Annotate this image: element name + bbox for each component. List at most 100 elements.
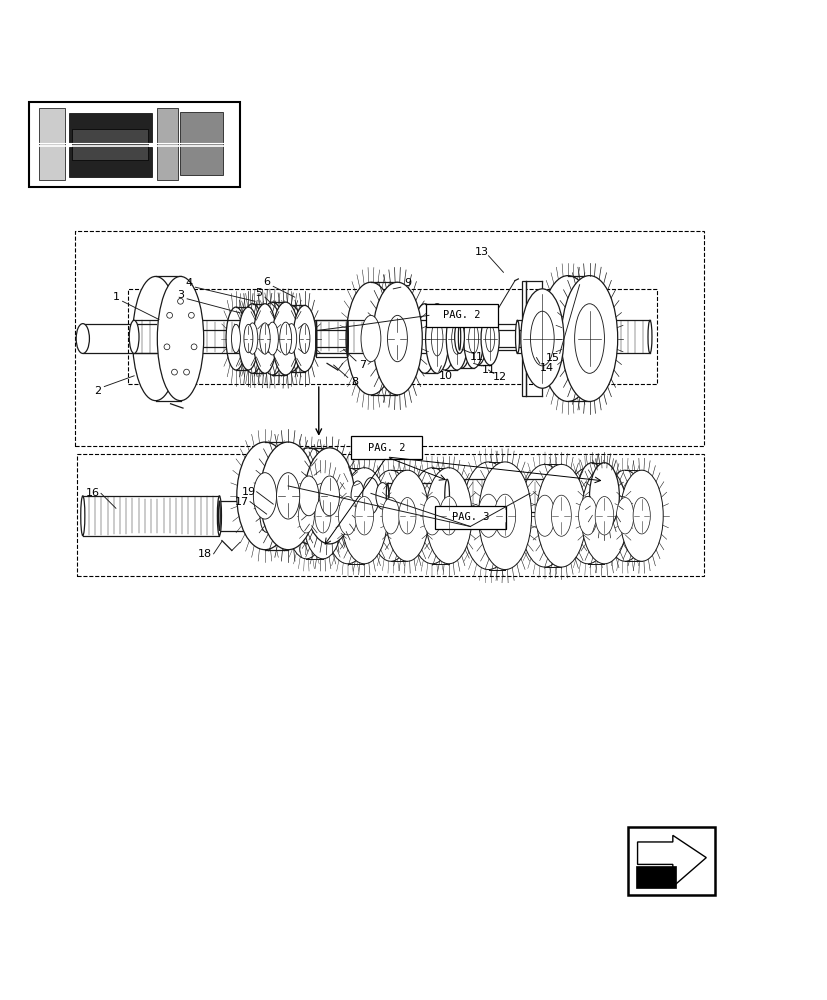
Text: 17: 17 [234, 497, 249, 507]
Ellipse shape [382, 498, 399, 534]
Ellipse shape [454, 320, 464, 353]
Ellipse shape [494, 494, 515, 537]
Ellipse shape [237, 442, 293, 550]
Ellipse shape [648, 320, 651, 353]
Text: 6: 6 [263, 277, 270, 287]
Ellipse shape [286, 473, 326, 559]
Ellipse shape [259, 302, 285, 375]
FancyBboxPatch shape [351, 436, 422, 459]
Ellipse shape [346, 282, 395, 395]
Ellipse shape [385, 470, 428, 561]
Bar [157, 108, 178, 180]
Ellipse shape [578, 497, 596, 535]
Ellipse shape [355, 497, 373, 535]
Ellipse shape [534, 495, 554, 536]
Text: 4: 4 [185, 278, 192, 288]
Text: 3: 3 [177, 290, 184, 300]
Bar [179, 112, 222, 175]
Ellipse shape [446, 307, 467, 370]
Ellipse shape [286, 324, 296, 353]
Ellipse shape [274, 501, 285, 531]
Ellipse shape [515, 320, 519, 353]
Text: 10: 10 [438, 371, 452, 381]
Text: PAG. 2: PAG. 2 [367, 443, 405, 453]
Ellipse shape [480, 312, 499, 365]
Ellipse shape [319, 476, 339, 516]
Ellipse shape [458, 324, 460, 350]
Text: 1: 1 [112, 292, 119, 302]
Ellipse shape [520, 289, 563, 388]
Ellipse shape [247, 323, 257, 354]
Ellipse shape [574, 304, 604, 373]
Bar [39, 108, 65, 180]
Ellipse shape [551, 495, 571, 536]
Ellipse shape [260, 442, 316, 550]
Ellipse shape [238, 307, 258, 370]
Ellipse shape [324, 468, 370, 564]
Ellipse shape [451, 309, 471, 368]
Ellipse shape [603, 470, 646, 561]
Text: 8: 8 [351, 377, 357, 387]
Ellipse shape [386, 483, 388, 508]
Text: 13: 13 [475, 247, 488, 257]
Ellipse shape [633, 498, 649, 534]
Bar [521, 281, 525, 396]
Ellipse shape [516, 324, 518, 350]
Text: PAG. 2: PAG. 2 [442, 310, 480, 320]
Ellipse shape [519, 464, 569, 567]
Ellipse shape [361, 315, 380, 362]
Ellipse shape [576, 463, 606, 529]
Ellipse shape [581, 468, 627, 564]
Ellipse shape [315, 320, 317, 357]
Ellipse shape [463, 309, 483, 368]
Ellipse shape [226, 307, 246, 370]
Ellipse shape [157, 276, 203, 401]
Ellipse shape [253, 473, 276, 519]
Ellipse shape [409, 468, 455, 564]
Bar [74, 231, 703, 446]
Ellipse shape [232, 324, 240, 353]
Ellipse shape [260, 323, 270, 354]
Text: 19: 19 [241, 487, 256, 497]
Ellipse shape [284, 448, 333, 544]
Ellipse shape [619, 470, 662, 561]
Ellipse shape [461, 462, 514, 570]
Ellipse shape [433, 307, 455, 370]
Ellipse shape [539, 276, 595, 401]
Ellipse shape [276, 473, 299, 519]
Ellipse shape [477, 494, 499, 537]
Ellipse shape [446, 483, 447, 508]
Text: 9: 9 [404, 278, 410, 288]
Ellipse shape [347, 320, 348, 357]
Ellipse shape [218, 496, 221, 536]
Ellipse shape [375, 483, 389, 509]
Bar [77, 454, 703, 576]
Text: 7: 7 [359, 360, 366, 370]
Ellipse shape [561, 276, 617, 401]
Ellipse shape [260, 499, 273, 532]
Ellipse shape [253, 304, 276, 373]
Bar [128, 289, 656, 384]
Ellipse shape [304, 448, 354, 544]
Text: 15: 15 [546, 353, 559, 363]
Polygon shape [635, 866, 676, 888]
Bar [69, 147, 151, 177]
Text: 5: 5 [255, 288, 261, 298]
Ellipse shape [399, 498, 415, 534]
FancyBboxPatch shape [434, 506, 505, 529]
Ellipse shape [468, 312, 486, 365]
Ellipse shape [129, 320, 139, 353]
Ellipse shape [241, 304, 264, 373]
Ellipse shape [244, 324, 252, 353]
Bar [627, 827, 714, 895]
Ellipse shape [299, 476, 318, 516]
Ellipse shape [616, 498, 633, 534]
Polygon shape [637, 835, 705, 887]
Ellipse shape [266, 322, 278, 355]
Ellipse shape [478, 462, 531, 570]
Bar [29, 102, 240, 187]
Ellipse shape [132, 276, 179, 401]
Bar [72, 129, 148, 160]
Text: 2: 2 [94, 386, 101, 396]
Ellipse shape [280, 305, 303, 372]
